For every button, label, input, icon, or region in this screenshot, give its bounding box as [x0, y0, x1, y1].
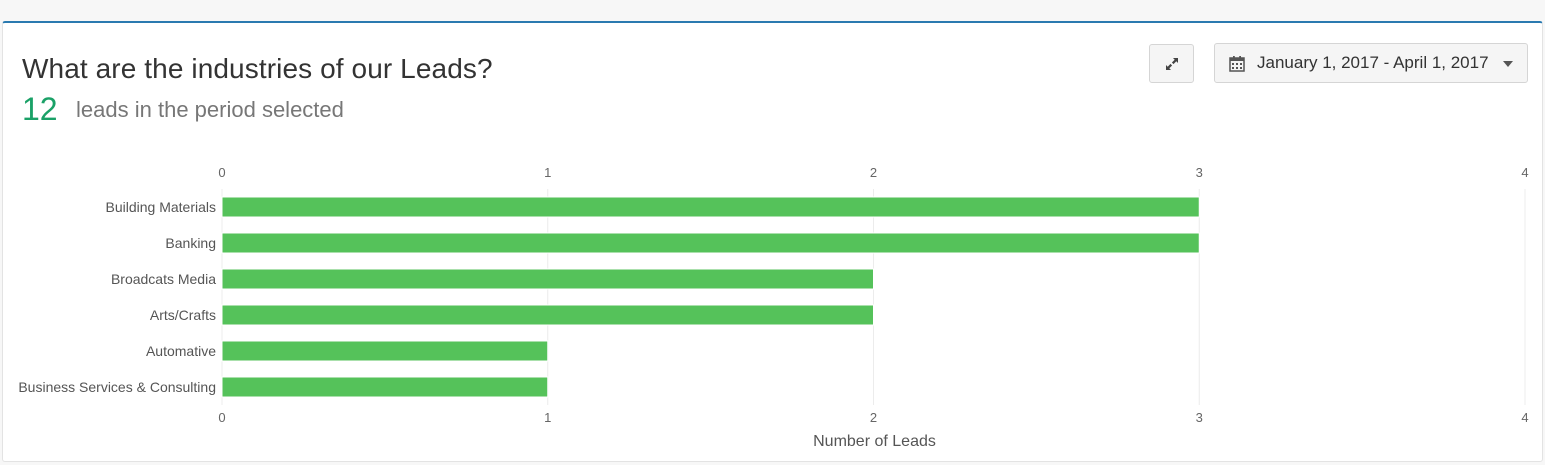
bar-3	[221, 304, 874, 326]
calendar-icon	[1229, 55, 1245, 72]
x-tick-label-bottom-2: 2	[870, 410, 877, 425]
bar-5	[221, 376, 549, 398]
category-label-1: Banking	[165, 235, 216, 251]
lead-count: 12	[22, 91, 58, 127]
x-tick-label-bottom-1: 1	[544, 410, 551, 425]
category-label-4: Automative	[146, 343, 216, 359]
x-tick-label-bottom-4: 4	[1521, 410, 1528, 425]
lead-count-label: leads in the period selected	[76, 96, 344, 122]
expand-button[interactable]	[1149, 44, 1194, 83]
x-tick-label-top-1: 1	[544, 165, 551, 180]
x-axis-label: Number of Leads	[813, 433, 936, 450]
x-tick-label-top-3: 3	[1196, 165, 1203, 180]
category-label-3: Arts/Crafts	[150, 307, 216, 323]
caret-down-icon	[1503, 61, 1513, 67]
widget-title: What are the industries of our Leads?	[22, 53, 493, 84]
category-label-0: Building Materials	[106, 199, 217, 215]
expand-arrows-icon	[1166, 58, 1178, 70]
date-range-label: January 1, 2017 - April 1, 2017	[1257, 53, 1489, 72]
category-label-5: Business Services & Consulting	[18, 379, 216, 395]
x-tick-label-bottom-0: 0	[218, 410, 225, 425]
bar-2	[221, 268, 874, 290]
date-range-picker[interactable]: January 1, 2017 - April 1, 2017	[1214, 43, 1528, 83]
x-tick-label-top-2: 2	[870, 165, 877, 180]
x-tick-label-bottom-3: 3	[1196, 410, 1203, 425]
lead-summary: 12 leads in the period selected	[22, 91, 344, 128]
bar-4	[221, 340, 549, 362]
bar-0	[221, 196, 1200, 218]
bar-1	[221, 232, 1200, 254]
x-tick-label-top-4: 4	[1521, 165, 1528, 180]
category-label-2: Broadcats Media	[111, 271, 216, 287]
x-tick-label-top-0: 0	[218, 165, 225, 180]
